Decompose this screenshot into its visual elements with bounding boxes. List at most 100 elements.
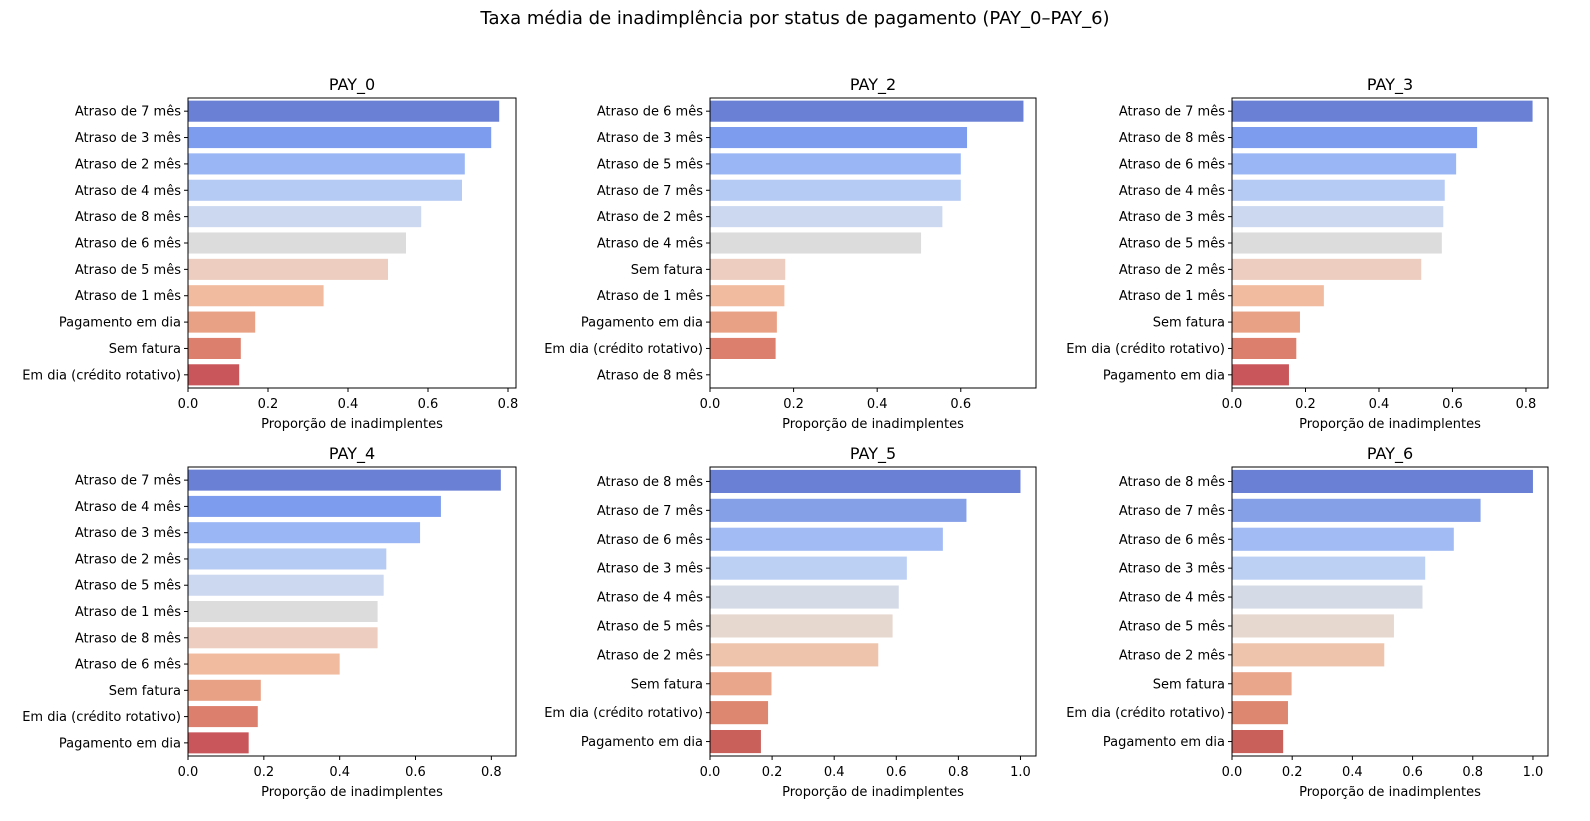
bar (1232, 498, 1481, 522)
category-label: Sem fatura (631, 263, 703, 278)
category-label: Atraso de 3 mês (75, 526, 181, 541)
x-tick-label: 0.2 (1295, 397, 1316, 412)
category-label: Pagamento em dia (581, 735, 703, 750)
x-tick-label: 0.0 (700, 765, 721, 780)
x-tick-label: 0.4 (338, 397, 359, 412)
x-tick-label: 1.0 (1523, 765, 1544, 780)
x-tick-label: 0.0 (178, 765, 199, 780)
x-tick-label: 0.0 (700, 397, 721, 412)
bar (1232, 311, 1300, 333)
category-label: Atraso de 7 mês (75, 105, 181, 120)
category-label: Atraso de 1 mês (597, 289, 703, 304)
bar (188, 285, 324, 307)
subplot-pay-0: Atraso de 7 mês Atraso de 3 mês Atraso de … (22, 75, 518, 432)
x-tick-label: 1.0 (1010, 765, 1031, 780)
axes-frame (709, 466, 1037, 757)
category-label: Atraso de 3 mês (1119, 562, 1225, 577)
bar (710, 498, 967, 522)
category-label: Em dia (crédito rotativo) (1066, 342, 1225, 357)
bar (188, 653, 340, 675)
category-label: Pagamento em dia (59, 316, 181, 331)
x-axis-label: Proporção de inadimplentes (261, 785, 443, 800)
category-label: Atraso de 8 mês (1119, 475, 1225, 490)
x-axis-label: Proporção de inadimplentes (261, 417, 443, 432)
bar (710, 556, 907, 580)
x-axis-label: Proporção de inadimplentes (1299, 417, 1481, 432)
bar (710, 258, 786, 280)
bar (710, 643, 879, 667)
bar (710, 179, 961, 201)
bar (1232, 153, 1457, 175)
subplot-pay-4: Atraso de 7 mês Atraso de 4 mês Atraso de … (22, 444, 517, 800)
x-tick-label: 0.8 (498, 397, 519, 412)
bar (710, 527, 943, 551)
subplot-title: PAY_0 (329, 75, 375, 95)
category-label: Atraso de 5 mês (1119, 619, 1225, 634)
bar (1232, 614, 1394, 638)
x-tick-label: 0.6 (1442, 397, 1463, 412)
bar (710, 701, 769, 725)
x-tick-label: 0.8 (481, 765, 502, 780)
bar (1232, 232, 1442, 254)
bar (710, 285, 785, 307)
x-tick-label: 0.4 (867, 397, 888, 412)
category-label: Pagamento em dia (1103, 735, 1225, 750)
bar (1232, 469, 1533, 494)
category-label: Atraso de 2 mês (1119, 648, 1225, 663)
subplot-title: PAY_4 (329, 444, 375, 464)
bar (188, 364, 240, 386)
axes-frame (709, 97, 1037, 389)
category-label: Atraso de 3 mês (75, 131, 181, 146)
subplot-title: PAY_3 (1367, 75, 1413, 95)
x-tick-label: 0.0 (1222, 765, 1243, 780)
x-tick-label: 0.2 (1282, 765, 1303, 780)
category-label: Atraso de 6 mês (75, 237, 181, 252)
bar (188, 232, 406, 254)
bar (188, 732, 249, 754)
category-label: Sem fatura (631, 677, 703, 692)
category-label: Pagamento em dia (59, 736, 181, 751)
bar (188, 495, 441, 517)
category-label: Em dia (crédito rotativo) (544, 706, 703, 721)
category-label: Sem fatura (1153, 316, 1225, 331)
category-label: Atraso de 5 mês (75, 263, 181, 278)
bar (188, 469, 501, 491)
x-tick-label: 0.2 (258, 397, 279, 412)
category-label: Em dia (crédito rotativo) (22, 710, 181, 725)
bar (1232, 179, 1445, 201)
x-tick-label: 0.2 (253, 765, 274, 780)
bar (1232, 672, 1292, 696)
axes-frame (1231, 466, 1549, 757)
bar (188, 153, 465, 175)
category-label: Atraso de 3 mês (1119, 210, 1225, 225)
category-label: Atraso de 4 mês (75, 184, 181, 199)
bar (1232, 337, 1297, 359)
axes-frame (187, 97, 517, 389)
category-label: Atraso de 6 mês (597, 533, 703, 548)
subplot-pay-5: Atraso de 8 mês Atraso de 7 mês Atraso de … (544, 444, 1037, 800)
category-label: Atraso de 7 mês (1119, 105, 1225, 120)
subplot-pay-3: Atraso de 7 mês Atraso de 8 mês Atraso de … (1066, 75, 1549, 432)
category-label: Atraso de 8 mês (1119, 131, 1225, 146)
category-label: Pagamento em dia (581, 316, 703, 331)
x-tick-label: 0.2 (762, 765, 783, 780)
category-label: Atraso de 7 mês (1119, 504, 1225, 519)
bar (1232, 556, 1426, 580)
bar (188, 706, 258, 728)
subplot-title: PAY_6 (1367, 444, 1413, 464)
figure-title: Taxa média de inadimplência por status d… (480, 8, 1110, 29)
bar (188, 574, 384, 596)
bar (710, 311, 777, 333)
bar (188, 679, 261, 701)
category-label: Atraso de 6 mês (597, 105, 703, 120)
x-tick-label: 0.8 (948, 765, 969, 780)
bar (710, 206, 943, 228)
x-tick-label: 0.4 (1342, 765, 1363, 780)
x-tick-label: 0.4 (1369, 397, 1390, 412)
bar (1232, 206, 1444, 228)
x-tick-label: 0.2 (783, 397, 804, 412)
x-tick-label: 0.6 (1402, 765, 1423, 780)
category-label: Atraso de 8 mês (597, 368, 703, 383)
bar (1232, 701, 1288, 725)
